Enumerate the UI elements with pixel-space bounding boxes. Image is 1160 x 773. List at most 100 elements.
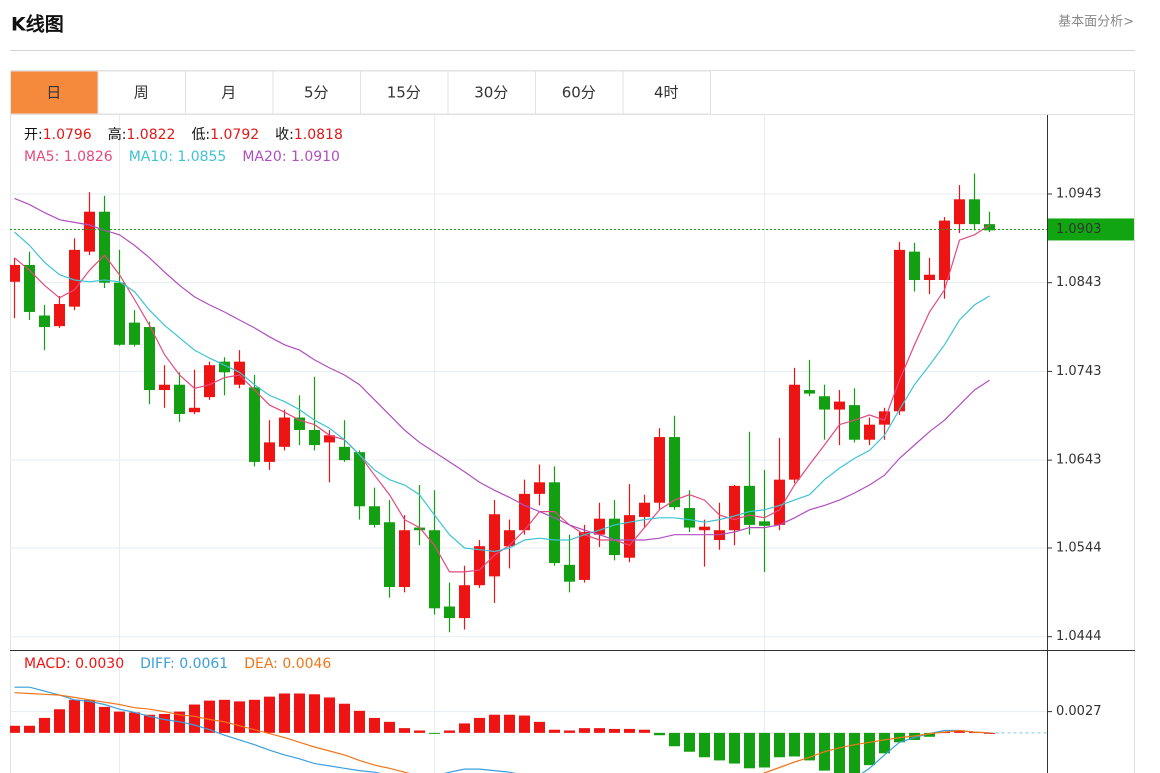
candle-body (10, 264, 20, 282)
legend-text: 1.0822 (126, 127, 175, 143)
y-tick-label: 0.0027 (1056, 704, 1102, 719)
macd-bar (699, 732, 710, 758)
tab-label[interactable]: 月 (221, 84, 236, 102)
candle-body (504, 530, 515, 547)
macd-bar (24, 725, 35, 733)
candle-body (624, 515, 635, 558)
macd-bar (714, 732, 725, 761)
ma-line (14, 231, 990, 553)
tab-label[interactable]: 4时 (654, 84, 679, 102)
macd-bar (399, 728, 410, 733)
page-title: K线图 (11, 13, 64, 36)
tab[interactable] (360, 70, 449, 115)
candle-body (579, 531, 590, 580)
ma-line (14, 197, 990, 541)
macd-bar (384, 721, 395, 733)
macd-bar (504, 714, 515, 733)
macd-bar (759, 732, 770, 768)
candle-body (789, 384, 800, 480)
macd-bar (774, 732, 785, 758)
macd-bar (444, 730, 455, 733)
candle-body (339, 446, 350, 461)
y-tick-label: 1.0743 (1056, 364, 1102, 379)
candle-body (519, 493, 530, 531)
candle-body (99, 211, 110, 283)
macd-bar (684, 732, 695, 752)
tab-label[interactable]: 日 (46, 84, 61, 102)
legend-text: 开: (24, 127, 43, 143)
macd-bar (429, 732, 440, 734)
macd-bar (234, 701, 245, 733)
macd-bar (189, 704, 200, 733)
y-tick-label: 1.0943 (1056, 186, 1102, 201)
candle-body (729, 485, 740, 531)
tab-label[interactable]: 30分 (474, 84, 508, 102)
candle-body (564, 564, 575, 582)
candle-body (279, 417, 290, 447)
macd-bar (249, 699, 260, 733)
legend-text: MA20: 1.0910 (242, 149, 340, 165)
candle-body (939, 220, 950, 281)
macd-bar (924, 732, 935, 737)
candle-body (774, 479, 785, 525)
tab[interactable] (10, 70, 99, 115)
tab-label[interactable]: 15分 (387, 84, 421, 102)
macd-bar (159, 713, 170, 733)
candle-body (474, 546, 485, 586)
macd-bar (849, 732, 860, 773)
ma-line (14, 224, 990, 573)
tab[interactable] (447, 70, 536, 115)
macd-bar (489, 714, 500, 733)
candle-body (159, 384, 170, 391)
candle-body (249, 387, 260, 462)
macd-line (14, 686, 990, 773)
macd-bar (39, 717, 50, 733)
tab[interactable] (97, 70, 186, 115)
macd-bar (639, 729, 650, 733)
macd-bar (264, 696, 275, 733)
fundamental-link[interactable]: 基本面分析> (1058, 15, 1134, 30)
tab-label[interactable]: 周 (134, 84, 149, 102)
candle-body (219, 361, 230, 373)
candle-body (654, 437, 665, 503)
macd-bar (579, 728, 590, 733)
candle-body (534, 482, 545, 494)
macd-bar (354, 710, 365, 733)
tab[interactable] (622, 70, 711, 115)
candle-body (609, 518, 620, 556)
macd-line (14, 692, 990, 773)
candle-body (264, 442, 275, 462)
macd-bar (609, 728, 620, 733)
candle-body (639, 502, 650, 517)
macd-bar (84, 699, 95, 733)
candle-body (849, 405, 860, 440)
macd-bar (324, 697, 335, 733)
tab[interactable] (272, 70, 361, 115)
candle-body (369, 506, 380, 525)
macd-bar (459, 723, 470, 733)
macd-bar (594, 728, 605, 733)
tab-label[interactable]: 5分 (304, 84, 329, 102)
legend-text: MACD: 0.0030 (24, 656, 124, 672)
candle-body (924, 274, 935, 281)
candle-body (69, 249, 80, 307)
candle-body (144, 327, 155, 391)
candle-body (54, 303, 65, 327)
macd-bar (624, 728, 635, 733)
legend-text: 低: (191, 127, 210, 143)
macd-bar (984, 732, 995, 734)
candle-body (699, 526, 710, 531)
tab-label[interactable]: 60分 (562, 84, 596, 102)
macd-bar (519, 715, 530, 733)
macd-bar (474, 717, 485, 733)
candle-body (444, 606, 455, 619)
tab[interactable] (185, 70, 274, 115)
macd-bar (99, 706, 110, 733)
candle-body (879, 411, 890, 425)
legend-text: DEA: 0.0046 (244, 656, 331, 672)
candle-body (309, 429, 320, 446)
macd-bar (10, 725, 20, 733)
macd-bar (864, 732, 875, 766)
